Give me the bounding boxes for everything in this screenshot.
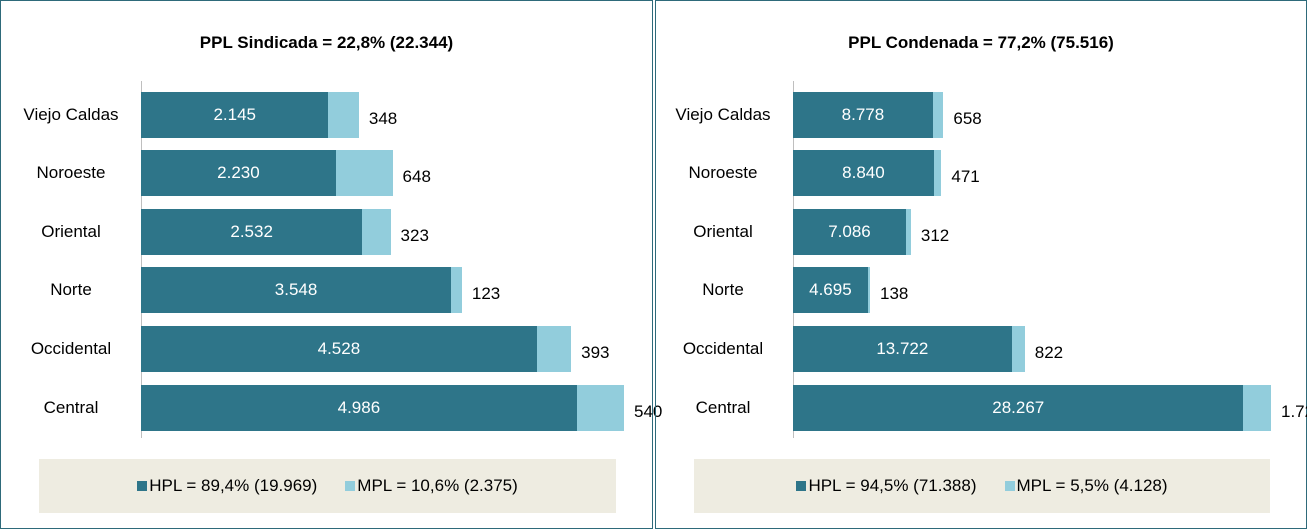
value-label: 4.528	[317, 339, 361, 358]
legend-item: HPL = 89,4% (19.969)	[137, 476, 317, 496]
bar-segment	[793, 267, 868, 313]
value-label: 123	[471, 284, 501, 303]
bar-segment	[932, 92, 944, 138]
bar-segment	[362, 209, 391, 255]
bar-segment	[793, 150, 934, 196]
bar-segment	[141, 92, 329, 138]
chart-title: PPL Sindicada = 22,8% (22.344)	[199, 33, 454, 52]
bar-segment	[328, 92, 359, 138]
category-label: Occidental	[682, 339, 764, 358]
bar-segment	[451, 267, 462, 313]
value-label: 658	[953, 109, 982, 128]
value-label: 2.532	[230, 222, 273, 241]
axis-line	[793, 81, 794, 438]
bar-segment	[141, 150, 336, 196]
bar-segment	[793, 326, 1012, 372]
legend: HPL = 94,5% (71.388) MPL = 5,5% (4.128)	[694, 459, 1270, 513]
value-label: 138	[880, 284, 909, 303]
bar-segment	[793, 92, 933, 138]
bar-segment	[141, 267, 452, 313]
axis-line	[141, 81, 142, 438]
bar-segment	[933, 150, 942, 196]
bar-segment	[335, 150, 393, 196]
value-label: 822	[1034, 343, 1064, 362]
category-label: Oriental	[41, 222, 101, 241]
legend-item: MPL = 5,5% (4.128)	[1004, 476, 1168, 496]
legend-label: MPL = 5,5% (4.128)	[1016, 476, 1168, 495]
chart-panel: PPL Condenada = 77,2% (75.516) Viejo Cald…	[655, 0, 1307, 529]
value-label: 323	[400, 226, 429, 245]
value-label: 348	[368, 109, 398, 128]
value-label: 13.722	[876, 339, 929, 358]
value-label: 2.230	[217, 163, 260, 182]
bar-segment	[141, 209, 363, 255]
bar-segment	[867, 267, 870, 313]
legend-swatch	[1004, 481, 1015, 491]
bar-segment	[1243, 385, 1271, 431]
legend-label: HPL = 94,5% (71.388)	[808, 476, 977, 495]
value-label: 2.145	[213, 105, 256, 124]
bar-segment	[793, 209, 906, 255]
value-label: 8.778	[841, 105, 885, 124]
legend-label: MPL = 10,6% (2.375)	[357, 476, 518, 495]
value-label: 3.548	[274, 280, 318, 299]
category-label: Norte	[702, 280, 744, 299]
value-label: 7.086	[828, 222, 871, 241]
value-label: 4.695	[809, 280, 852, 299]
legend-label: HPL = 89,4% (19.969)	[149, 476, 318, 495]
category-label: Viejo Caldas	[23, 105, 119, 124]
category-label: Central	[695, 398, 751, 417]
category-label: Norte	[50, 280, 92, 299]
category-label: Viejo Caldas	[675, 105, 771, 124]
value-label: 312	[920, 226, 950, 245]
chart-title: PPL Condenada = 77,2% (75.516)	[848, 33, 1114, 52]
category-label: Occidental	[30, 339, 112, 358]
value-label: 28.267	[992, 398, 1045, 417]
legend-swatch	[137, 481, 148, 491]
bar-segment	[793, 385, 1244, 431]
legend-swatch	[345, 481, 356, 491]
bar-segment	[141, 385, 577, 431]
bar-segment	[536, 326, 572, 372]
value-label: 648	[402, 167, 431, 186]
bar-segment	[1011, 326, 1025, 372]
bar-segment	[576, 385, 624, 431]
bar-segment	[141, 326, 537, 372]
chart-panel: PPL Sindicada = 22,8% (22.344) Viejo Cald…	[0, 0, 662, 529]
legend-item: HPL = 94,5% (71.388)	[796, 476, 977, 496]
legend: HPL = 89,4% (19.969) MPL = 10,6% (2.375)	[39, 459, 616, 513]
category-label: Noroeste	[688, 163, 758, 182]
category-label: Oriental	[693, 222, 753, 241]
value-label: 1.727	[1281, 402, 1307, 421]
value-label: 8.840	[842, 163, 885, 182]
bar-segment	[905, 209, 911, 255]
legend-item: MPL = 10,6% (2.375)	[345, 476, 518, 496]
category-label: Noroeste	[36, 163, 106, 182]
value-label: 4.986	[337, 398, 381, 417]
value-label: 393	[581, 343, 610, 362]
legend-swatch	[796, 481, 807, 491]
value-label: 471	[951, 167, 980, 186]
category-label: Central	[43, 398, 99, 417]
